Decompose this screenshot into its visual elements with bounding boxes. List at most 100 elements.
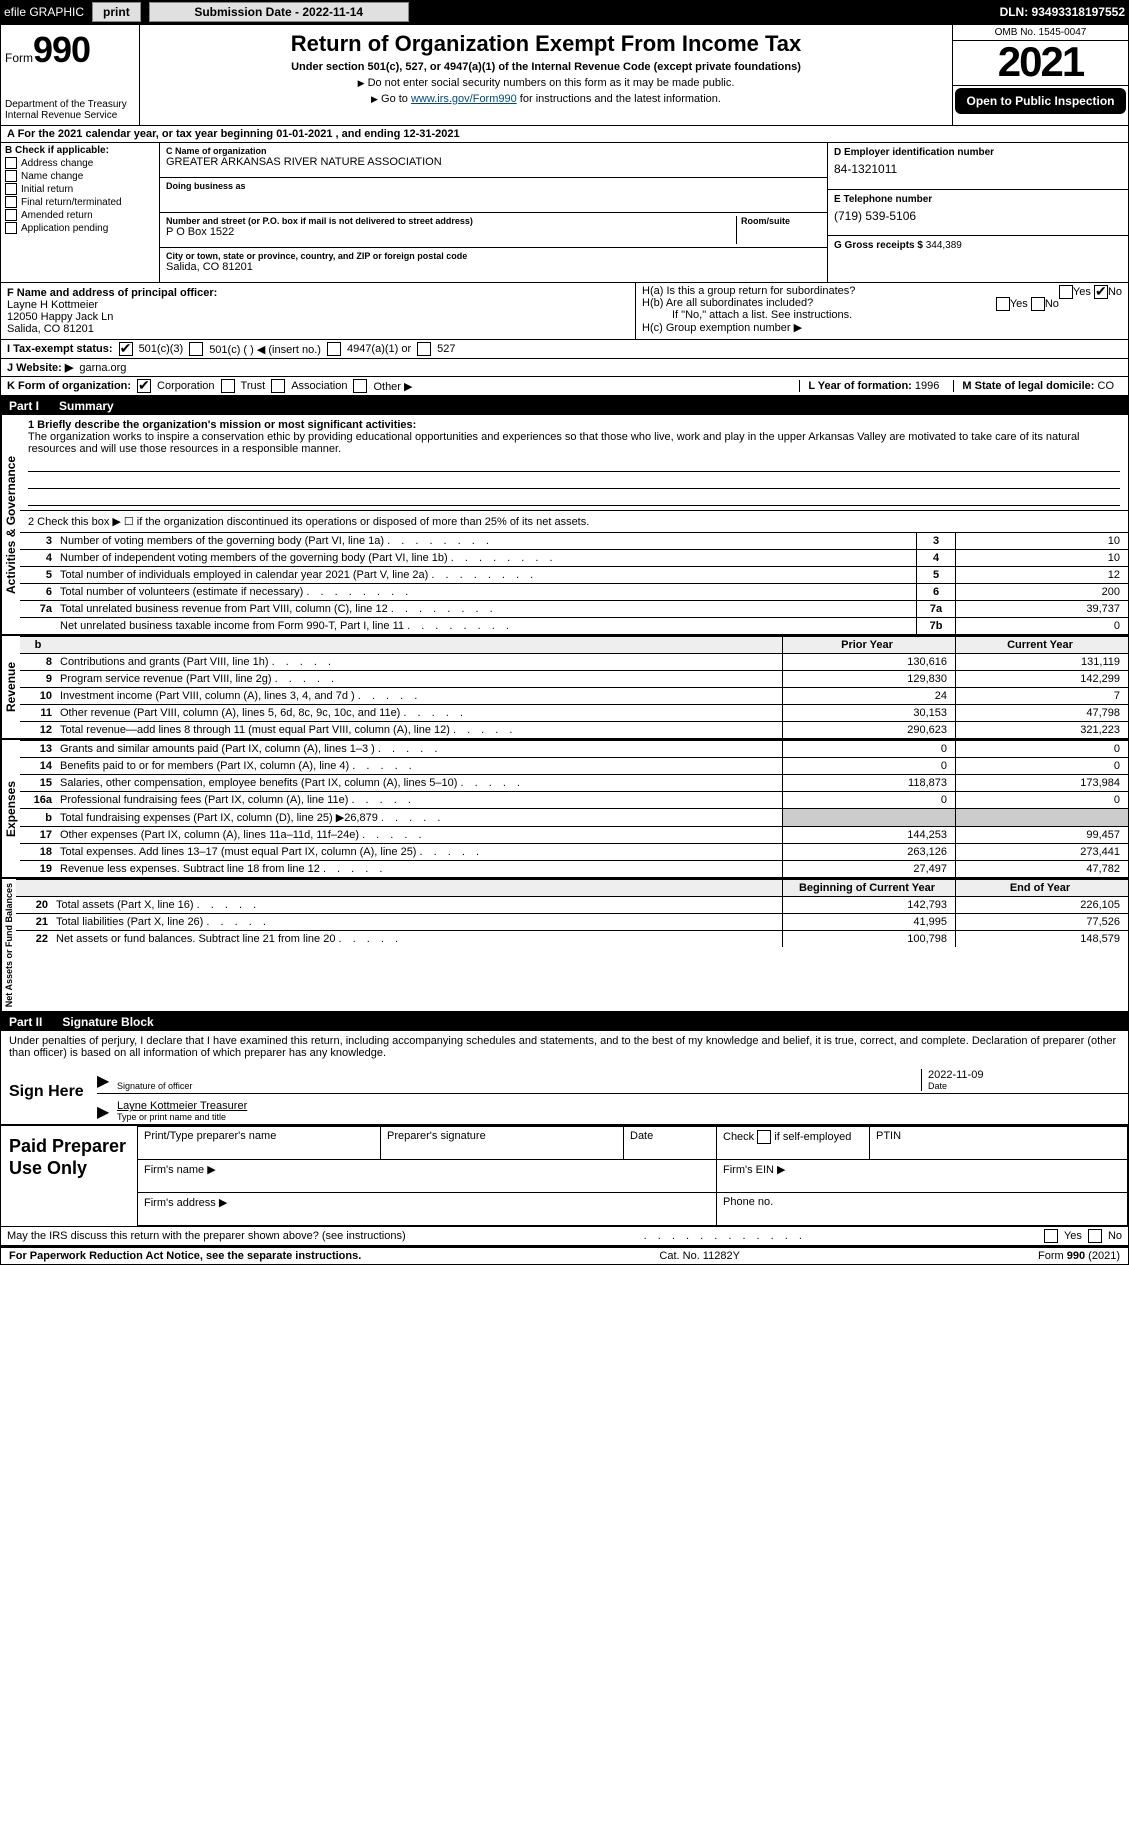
instructions-link[interactable]: www.irs.gov/Form990 [411,93,517,105]
tax-year: 2021 [953,41,1128,86]
box-number: 4 [917,550,956,567]
discuss-row: May the IRS discuss this return with the… [1,1227,1128,1247]
room-label: Room/suite [741,216,821,226]
yes-label-2: Yes [1010,298,1028,310]
form-subtitle: Under section 501(c), 527, or 4947(a)(1)… [148,61,944,73]
ha-yes[interactable] [1059,285,1073,299]
prep-check-label: Check [723,1131,754,1143]
firm-name-label: Firm's name ▶ [138,1160,717,1193]
current-value: 99,457 [956,827,1129,844]
chk-amended[interactable] [5,209,17,221]
line-label: Number of independent voting members of … [56,550,917,567]
submission-date-button[interactable]: Submission Date - 2022-11-14 [149,2,409,22]
part1-header: Part I Summary [1,397,1128,415]
line-num: 9 [20,671,56,688]
rev-head-b: b [20,637,56,654]
no-label-3: No [1108,1230,1122,1242]
current-value: 0 [956,792,1129,809]
opt-527: 527 [437,343,455,355]
chk-name-change[interactable] [5,170,17,182]
prior-value: 263,126 [783,844,956,861]
chk-final-return[interactable] [5,196,17,208]
line-num: 8 [20,654,56,671]
line-num: 21 [16,914,52,931]
box-b-title: B Check if applicable: [5,145,155,156]
vlabel-exp: Expenses [1,740,20,877]
na-curr-header: End of Year [956,880,1129,897]
line-label: Net assets or fund balances. Subtract li… [52,931,783,948]
ha-no[interactable] [1094,285,1108,299]
chk-other[interactable] [353,379,367,393]
hb-yes[interactable] [996,297,1010,311]
line-label: Total number of volunteers (estimate if … [56,584,917,601]
chk-501c[interactable] [189,342,203,356]
header-right: OMB No. 1545-0047 2021 Open to Public In… [952,25,1128,125]
box-number: 6 [917,584,956,601]
line-label: Revenue less expenses. Subtract line 18 … [56,861,783,878]
hb-label: H(b) Are all subordinates included? [642,297,813,309]
chk-corp[interactable] [137,379,151,393]
current-value: 0 [956,741,1129,758]
current-value: 226,105 [956,897,1129,914]
line-num: 10 [20,688,56,705]
discuss-yes[interactable] [1044,1229,1058,1243]
line-label: Total assets (Part X, line 16) . . . . . [52,897,783,914]
chk-app-pending[interactable] [5,222,17,234]
line-label: Total liabilities (Part X, line 26) . . … [52,914,783,931]
section-expenses: Expenses 13 Grants and similar amounts p… [1,740,1128,879]
line-label: Net unrelated business taxable income fr… [56,618,917,635]
line-num: 19 [20,861,56,878]
header-left: Form 990 Department of the Treasury Inte… [1,25,140,125]
current-year-header: Current Year [956,637,1129,654]
chk-4947[interactable] [327,342,341,356]
vlabel-rev: Revenue [1,636,20,738]
sig-officer-label: Signature of officer [117,1081,921,1091]
mission-q: 1 Briefly describe the organization's mi… [28,419,1120,431]
phone-label: E Telephone number [834,194,1122,205]
opt-trust: Trust [241,380,266,392]
cell-shaded [956,809,1129,827]
line-num: 20 [16,897,52,914]
line-num: 6 [20,584,56,601]
chk-assoc[interactable] [271,379,285,393]
current-value: 77,526 [956,914,1129,931]
paid-preparer-block: Paid Preparer Use Only Print/Type prepar… [1,1125,1128,1227]
blank-line [28,491,1120,506]
discuss-no[interactable] [1088,1229,1102,1243]
prior-value: 0 [783,792,956,809]
arrow-icon: ▶ [97,1071,117,1091]
year-formation-label: L Year of formation: [808,380,912,392]
prior-value: 144,253 [783,827,956,844]
gross-label: G Gross receipts $ [834,240,923,251]
org-name: GREATER ARKANSAS RIVER NATURE ASSOCIATIO… [166,156,821,168]
officer-city: Salida, CO 81201 [7,323,629,335]
pra-notice: For Paperwork Reduction Act Notice, see … [9,1250,361,1262]
current-value: 0 [956,758,1129,775]
form-frame: Form 990 Department of the Treasury Inte… [0,24,1129,1265]
gross-value: 344,389 [926,240,962,251]
prior-value: 142,793 [783,897,956,914]
chk-initial-return[interactable] [5,183,17,195]
line-num: 13 [20,741,56,758]
hb-no[interactable] [1031,297,1045,311]
type-name-label: Type or print name and title [117,1112,1128,1122]
chk-trust[interactable] [221,379,235,393]
prior-value: 0 [783,741,956,758]
lbl-final-return: Final return/terminated [21,197,122,208]
part2-header: Part II Signature Block [1,1013,1128,1031]
line-label: Professional fundraising fees (Part IX, … [56,792,783,809]
line-num: 18 [20,844,56,861]
penalty-statement: Under penalties of perjury, I declare th… [1,1031,1128,1063]
chk-527[interactable] [417,342,431,356]
prior-value: 24 [783,688,956,705]
line-num: 16a [20,792,56,809]
line-label: Total revenue—add lines 8 through 11 (mu… [56,722,783,739]
chk-501c3[interactable] [119,342,133,356]
current-value: 7 [956,688,1129,705]
print-button[interactable]: print [92,2,141,22]
chk-address-change[interactable] [5,157,17,169]
prior-value: 100,798 [783,931,956,948]
lbl-initial-return: Initial return [21,184,73,195]
chk-self-employed[interactable] [757,1130,771,1144]
line-num [20,618,56,635]
